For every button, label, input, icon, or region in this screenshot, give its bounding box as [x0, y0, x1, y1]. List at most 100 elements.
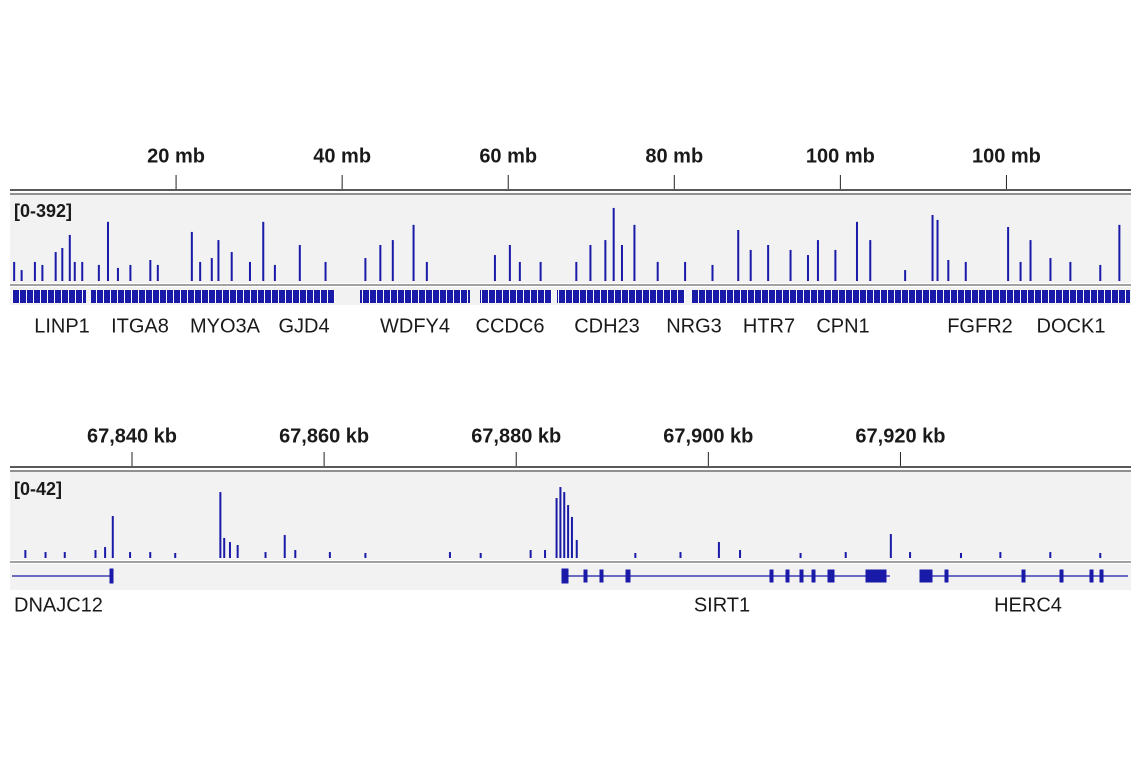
- signal-bar: [679, 552, 682, 558]
- signal-bar: [656, 261, 659, 281]
- signal-bar: [909, 552, 912, 558]
- x-tick-label: 67,860 kb: [279, 425, 369, 447]
- signal-bar: [544, 550, 547, 558]
- signal-bar: [391, 240, 394, 281]
- signal-bar: [749, 249, 752, 281]
- signal-bar: [1049, 258, 1052, 281]
- signal-bar: [174, 552, 177, 558]
- signal-bar: [1118, 224, 1121, 281]
- signal-bar: [104, 547, 107, 558]
- signal-bar: [999, 552, 1002, 558]
- signal-bar: [479, 552, 482, 558]
- signal-bar: [190, 231, 193, 281]
- signal-track: [10, 472, 1131, 560]
- signal-bar: [129, 552, 132, 558]
- signal-bar: [106, 221, 109, 281]
- signal-bar: [63, 552, 66, 558]
- signal-bar: [620, 245, 623, 281]
- signal-bar: [425, 261, 428, 281]
- gene-label: LINP1: [34, 315, 90, 337]
- signal-bar: [816, 240, 819, 281]
- gene-label: GJD4: [278, 315, 329, 337]
- range-label: [0-42]: [14, 479, 62, 499]
- signal-bar: [567, 505, 570, 558]
- signal-bar: [834, 249, 837, 281]
- gene-label: DOCK1: [1037, 315, 1106, 337]
- signal-bar: [767, 245, 770, 281]
- x-tick-label: 60 mb: [479, 145, 537, 167]
- signal-bar: [41, 264, 44, 281]
- signal-bar: [964, 261, 967, 281]
- x-tick-label: 67,880 kb: [471, 425, 561, 447]
- signal-bar: [68, 234, 71, 281]
- gene-label: DNAJC12: [14, 594, 103, 616]
- signal-bar: [612, 207, 615, 281]
- signal-bar: [634, 552, 637, 558]
- signal-bar: [13, 261, 16, 281]
- signal-bar: [199, 261, 202, 281]
- gene-track: [10, 564, 1131, 590]
- gene-label: HERC4: [994, 594, 1062, 616]
- signal-bar: [210, 258, 213, 281]
- signal-bar: [81, 261, 84, 281]
- signal-bar: [448, 552, 451, 558]
- signal-bar: [518, 261, 521, 281]
- signal-bar: [589, 245, 592, 281]
- signal-bar: [869, 240, 872, 281]
- signal-bar: [931, 215, 934, 281]
- signal-bar: [33, 261, 36, 281]
- signal-track: [10, 195, 1131, 283]
- signal-bar: [633, 224, 636, 281]
- signal-bar: [711, 264, 714, 281]
- signal-bar: [855, 221, 858, 281]
- x-tick-label: 80 mb: [645, 145, 703, 167]
- signal-bar: [959, 552, 962, 558]
- x-tick-label: 100 mb: [972, 145, 1041, 167]
- signal-bar: [149, 260, 152, 281]
- signal-bar: [219, 492, 222, 558]
- x-tick-label: 100 mb: [806, 145, 875, 167]
- signal-bar: [73, 261, 76, 281]
- signal-bar: [737, 230, 740, 281]
- gene-label: HTR7: [743, 315, 795, 337]
- signal-bar: [799, 552, 802, 558]
- signal-bar: [24, 550, 27, 558]
- signal-bar: [947, 260, 950, 281]
- signal-bar: [94, 550, 97, 558]
- signal-bar: [1099, 552, 1102, 558]
- signal-bar: [889, 534, 892, 558]
- x-tick-label: 40 mb: [313, 145, 371, 167]
- signal-bar: [217, 240, 220, 281]
- signal-bar: [298, 245, 301, 281]
- signal-bar: [236, 545, 239, 558]
- signal-bar: [1007, 227, 1010, 281]
- gene-label: CCDC6: [476, 315, 545, 337]
- signal-bar: [230, 252, 233, 281]
- gene-blocks: [12, 290, 1130, 303]
- signal-bar: [294, 550, 297, 558]
- gene-labels: LINP1 ITGA8 MYO3A GJD4 WDFY4 CCDC6 CDH23…: [34, 315, 1105, 337]
- signal-bar: [379, 245, 382, 281]
- signal-bar: [61, 248, 64, 281]
- signal-bar: [789, 249, 792, 281]
- gene-structures: [12, 568, 1128, 584]
- gene-label: FGFR2: [947, 315, 1013, 337]
- signal-bar: [283, 534, 286, 558]
- gene-label: WDFY4: [380, 315, 450, 337]
- signal-bar: [1049, 552, 1052, 558]
- signal-bar: [575, 539, 578, 558]
- signal-bar: [228, 542, 231, 558]
- signal-bar: [539, 261, 542, 281]
- signal-bar: [1019, 261, 1022, 281]
- range-label: [0-392]: [14, 201, 72, 221]
- signal-bar: [54, 252, 57, 281]
- signal-bar: [149, 552, 152, 558]
- signal-bar: [412, 224, 415, 281]
- signal-bar: [364, 552, 367, 558]
- signal-bar: [570, 516, 573, 558]
- signal-bar: [364, 258, 367, 281]
- signal-bar: [20, 270, 23, 281]
- signal-bar: [493, 255, 496, 281]
- signal-bar: [248, 261, 251, 281]
- signal-bar: [844, 552, 847, 558]
